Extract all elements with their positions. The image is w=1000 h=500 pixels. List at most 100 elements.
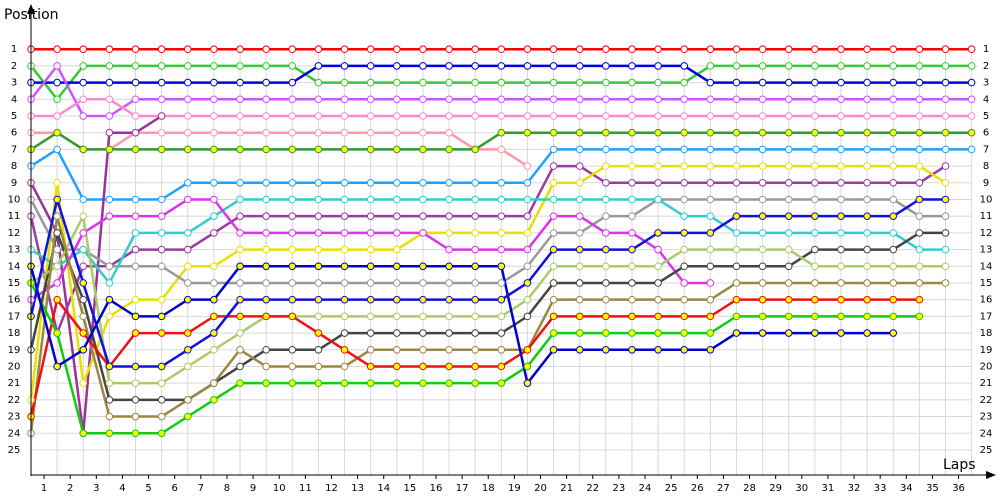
lap-marker — [183, 95, 192, 104]
lap-marker — [236, 195, 244, 204]
lap-marker — [784, 262, 793, 271]
lap-marker — [575, 62, 584, 70]
lap-marker — [837, 245, 845, 254]
lap-marker — [863, 312, 871, 321]
lap-marker — [863, 62, 871, 70]
lap-marker — [236, 178, 244, 187]
lap-marker — [732, 329, 741, 337]
lap-marker — [523, 312, 532, 321]
y-tick-label-right: 6 — [983, 128, 989, 139]
lap-marker — [53, 45, 61, 54]
x-tick-label: 29 — [769, 483, 782, 494]
lap-marker — [105, 362, 114, 371]
lap-marker — [393, 295, 401, 304]
lap-marker — [837, 128, 845, 137]
lap-marker — [889, 78, 898, 87]
lap-marker — [863, 295, 871, 304]
lap-marker — [157, 262, 166, 271]
lap-marker — [680, 78, 689, 87]
lap-marker — [79, 279, 88, 287]
lap-marker — [366, 262, 375, 271]
lap-marker — [654, 145, 662, 154]
lap-marker — [889, 329, 898, 337]
lap-marker — [393, 195, 401, 204]
lap-marker — [393, 362, 401, 371]
lap-marker — [758, 312, 767, 321]
lap-marker — [837, 329, 845, 337]
lap-marker — [262, 312, 270, 321]
lap-marker — [915, 112, 924, 120]
series-line — [29, 164, 947, 335]
lap-marker — [941, 78, 950, 87]
lap-marker — [210, 128, 218, 137]
lap-marker — [393, 95, 401, 104]
lap-marker — [602, 112, 610, 120]
lap-marker — [131, 78, 140, 87]
lap-marker — [262, 95, 270, 104]
lap-marker — [445, 112, 453, 120]
lap-marker — [131, 262, 140, 271]
lap-marker — [889, 295, 898, 304]
lap-marker — [314, 95, 323, 104]
lap-marker — [784, 145, 793, 154]
lap-marker — [183, 245, 192, 254]
x-axis-title: Laps — [943, 457, 976, 473]
lap-marker — [706, 329, 715, 337]
lap-marker — [131, 45, 140, 54]
lap-marker — [419, 212, 427, 220]
lap-marker — [471, 279, 479, 287]
lap-marker — [654, 95, 662, 104]
x-tick-label: 5 — [145, 483, 151, 494]
lap-marker — [837, 162, 845, 170]
lap-marker — [575, 262, 584, 271]
x-tick-label: 30 — [795, 483, 808, 494]
x-tick-label: 32 — [848, 483, 861, 494]
lap-marker — [105, 128, 114, 137]
lap-marker — [784, 45, 793, 54]
lap-marker — [575, 245, 584, 254]
lap-marker — [340, 128, 349, 137]
lap-marker — [445, 78, 453, 87]
series-lines — [27, 45, 976, 438]
y-tick-label: 19 — [8, 345, 21, 356]
lap-marker — [575, 128, 584, 137]
lap-marker — [393, 279, 401, 287]
lap-marker — [236, 362, 244, 371]
lap-marker — [53, 78, 61, 87]
lap-marker — [210, 379, 218, 387]
lap-marker — [889, 62, 898, 70]
lap-marker — [183, 396, 192, 404]
lap-marker — [445, 379, 453, 387]
lap-marker — [183, 45, 192, 54]
lap-marker — [602, 229, 610, 237]
lap-marker — [419, 379, 427, 387]
y-tick-label: 25 — [8, 445, 21, 456]
lap-marker — [706, 279, 715, 287]
lap-marker — [758, 62, 767, 70]
lap-marker — [784, 229, 793, 237]
lap-marker — [549, 312, 558, 321]
lap-marker — [811, 178, 819, 187]
lap-marker — [706, 262, 715, 271]
lap-marker — [314, 145, 323, 154]
lap-marker — [706, 295, 715, 304]
lap-marker — [732, 229, 741, 237]
lap-marker — [393, 379, 401, 387]
lap-marker — [915, 279, 924, 287]
lap-marker — [732, 62, 741, 70]
series-line — [30, 198, 946, 285]
lap-marker — [732, 162, 741, 170]
lap-marker — [732, 78, 741, 87]
lap-marker — [811, 62, 819, 70]
lap-marker — [784, 95, 793, 104]
lap-marker — [53, 362, 61, 371]
lap-marker — [811, 45, 819, 54]
lap-marker — [210, 212, 218, 220]
lap-marker — [471, 95, 479, 104]
lap-marker — [210, 262, 218, 271]
lap-marker — [523, 78, 532, 87]
lap-marker — [915, 178, 924, 187]
lap-marker — [680, 312, 689, 321]
lap-marker — [419, 329, 427, 337]
lap-marker — [445, 345, 453, 354]
